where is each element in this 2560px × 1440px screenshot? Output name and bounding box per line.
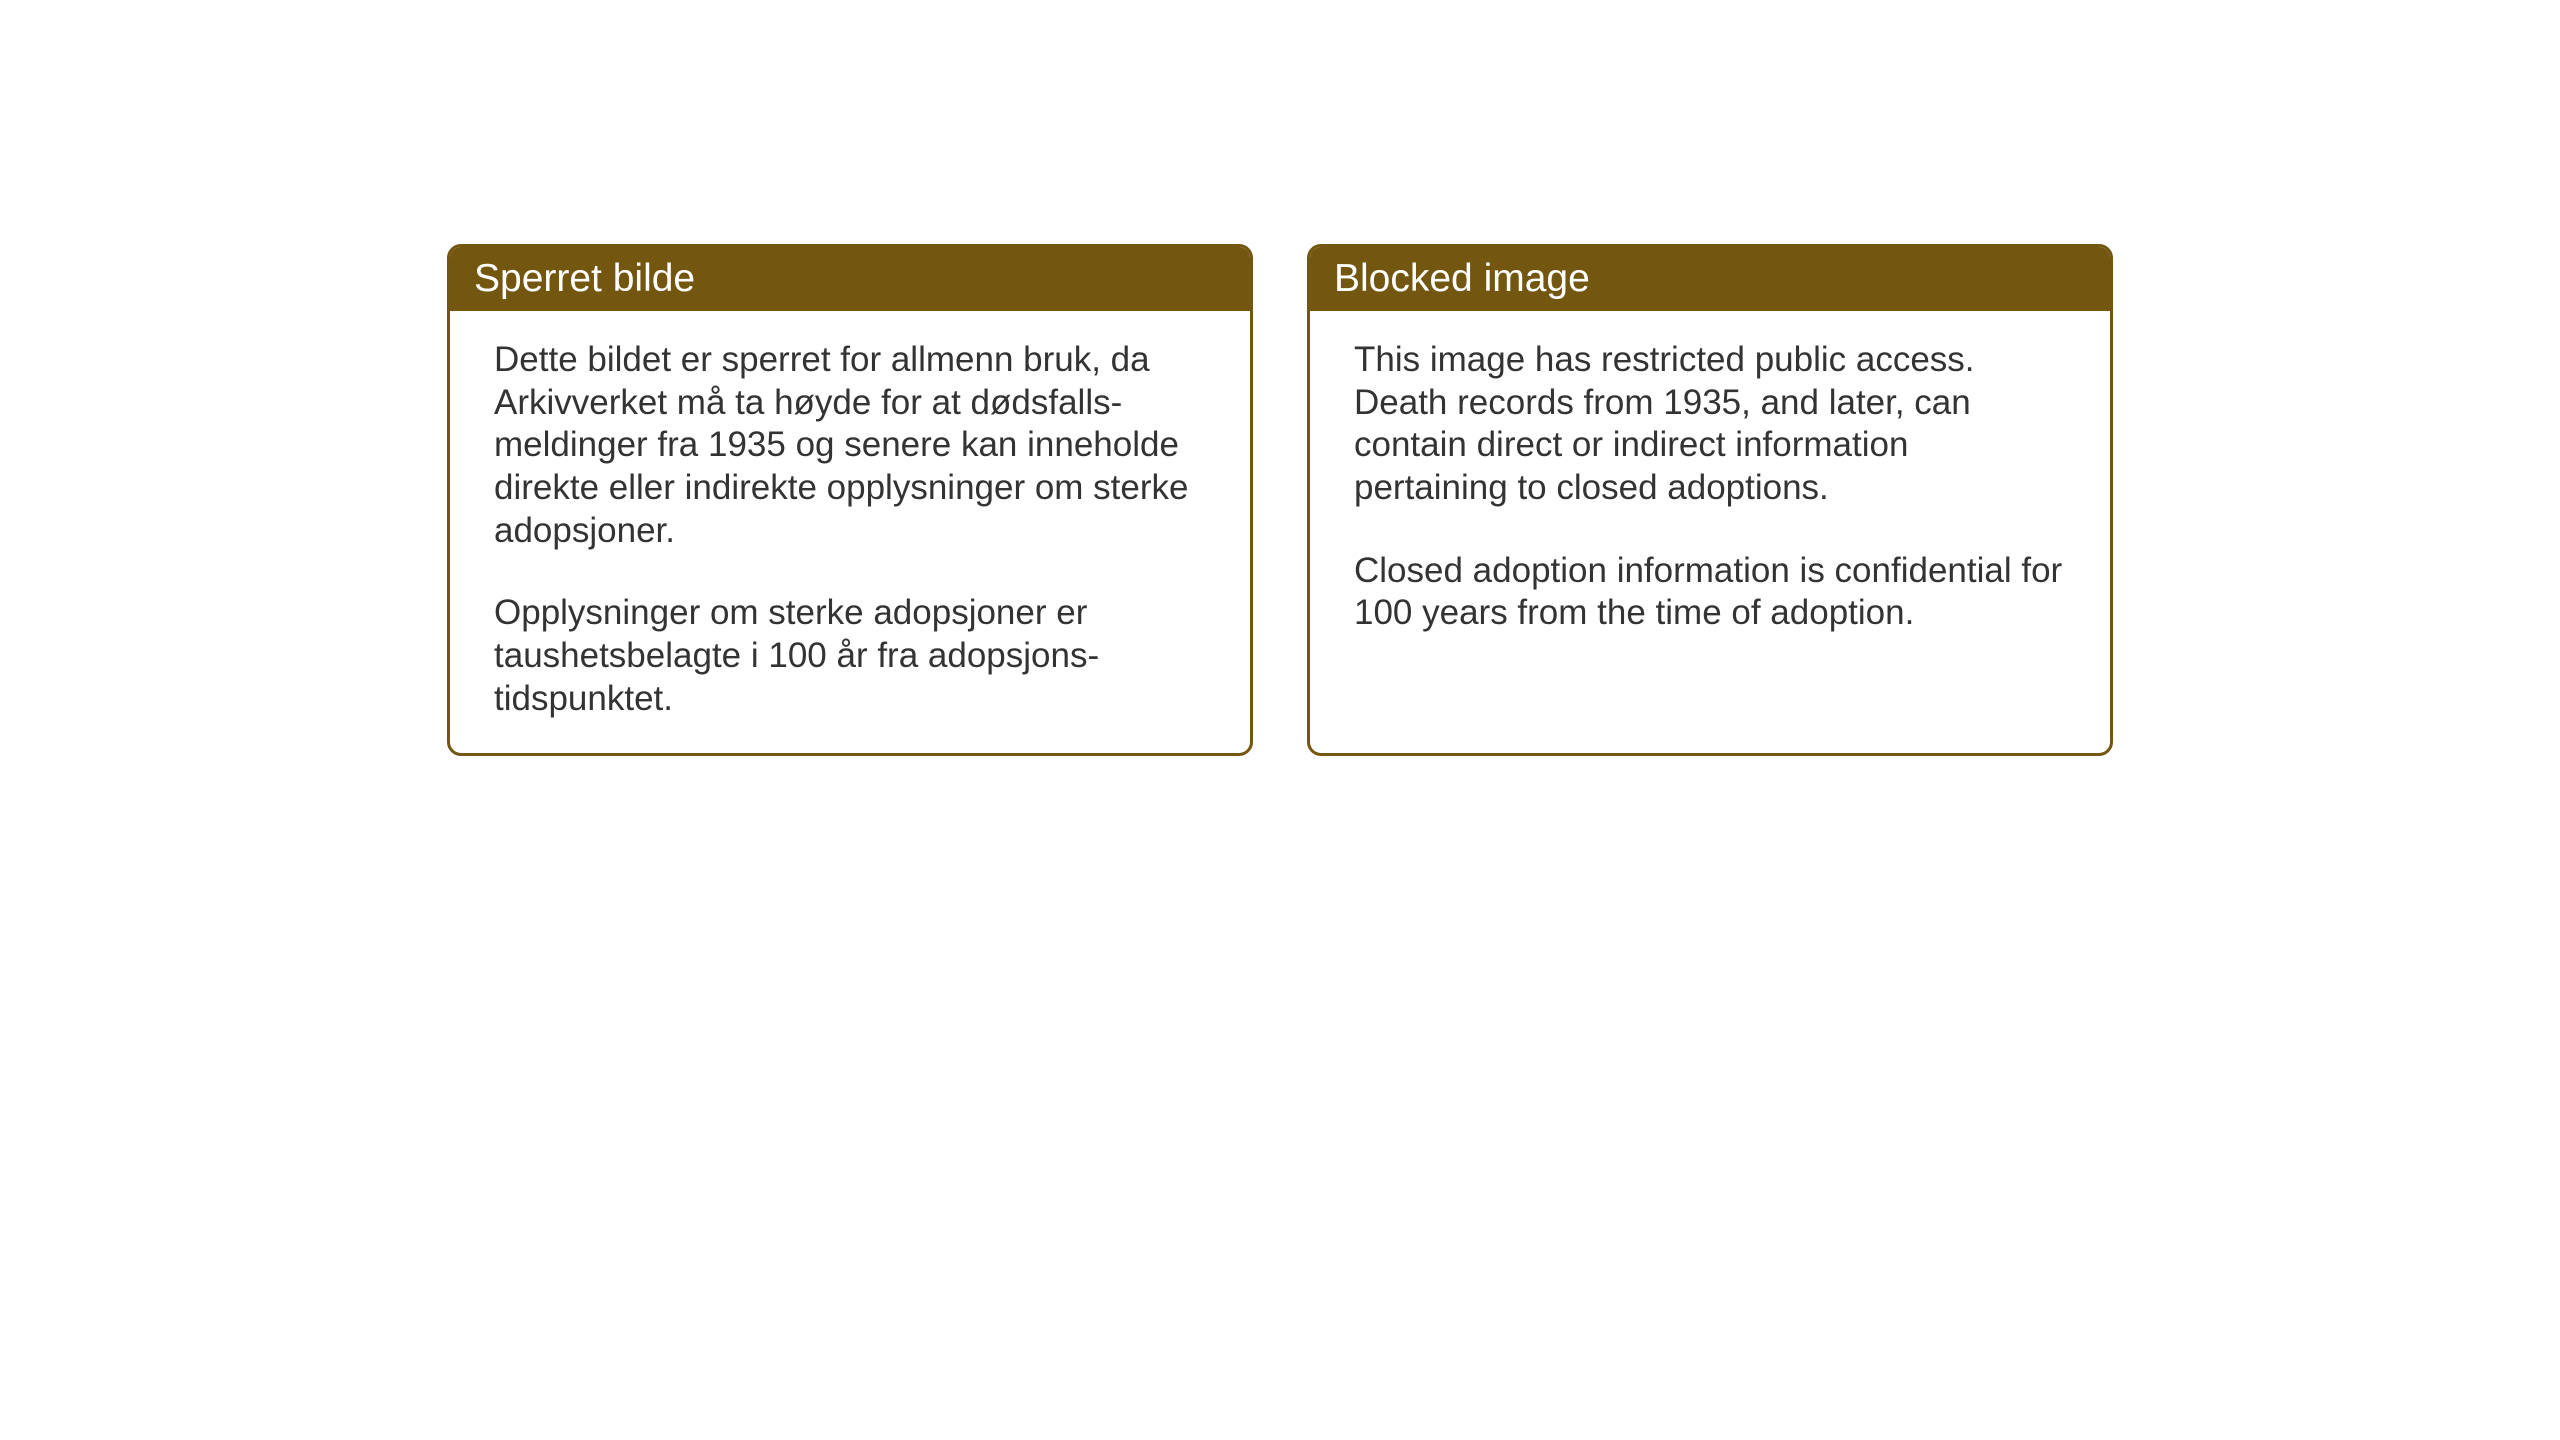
notice-paragraph-2: Closed adoption information is confident… [1354,550,2070,635]
notice-card-header: Blocked image [1310,247,2110,311]
notice-card-header: Sperret bilde [450,247,1250,311]
notice-cards-container: Sperret bilde Dette bildet er sperret fo… [447,244,2113,756]
notice-card-title: Sperret bilde [474,257,695,300]
notice-card-body: This image has restricted public access.… [1310,311,2110,667]
notice-card-title: Blocked image [1334,257,1590,300]
notice-card-english: Blocked image This image has restricted … [1307,244,2113,756]
notice-paragraph-1: This image has restricted public access.… [1354,339,2070,510]
notice-paragraph-2: Opplysninger om sterke adopsjoner er tau… [494,592,1210,720]
notice-paragraph-1: Dette bildet er sperret for allmenn bruk… [494,339,1210,552]
notice-card-body: Dette bildet er sperret for allmenn bruk… [450,311,1250,753]
notice-card-norwegian: Sperret bilde Dette bildet er sperret fo… [447,244,1253,756]
